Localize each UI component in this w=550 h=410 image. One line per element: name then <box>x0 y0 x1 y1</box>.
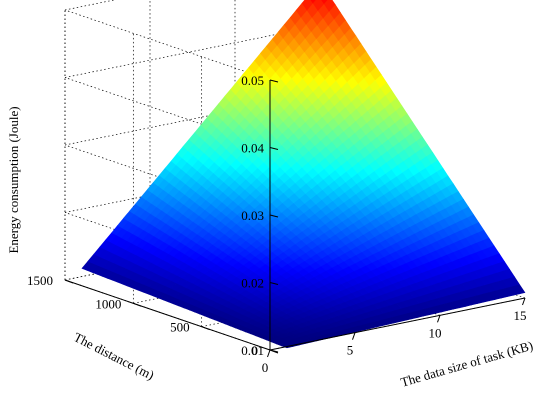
y-tick-mark <box>64 279 74 284</box>
surface-patch <box>513 284 526 295</box>
z-tick-label: 0.03 <box>241 208 264 223</box>
y-tick-label: 1500 <box>27 273 53 288</box>
surface-patch <box>321 0 329 5</box>
z-tick-label: 0.02 <box>241 276 264 291</box>
x-axis-line <box>269 297 526 351</box>
z-tick-label: 0.01 <box>241 343 264 358</box>
x-tick-mark <box>437 315 441 323</box>
y-axis-label: The distance (m) <box>71 329 156 382</box>
z-tick-mark <box>269 147 279 150</box>
y-axis-line <box>64 279 271 351</box>
x-tick-mark <box>352 332 356 340</box>
z-tick-mark <box>269 214 279 218</box>
y-tick-label: 0 <box>252 343 259 358</box>
x-tick-label: 0 <box>262 360 269 375</box>
y-tick-mark <box>201 326 210 331</box>
y-tick-label: 500 <box>170 320 190 335</box>
z-tick-mark <box>269 282 279 285</box>
axes <box>64 79 526 358</box>
x-tick-mark <box>522 297 526 306</box>
x-tick-label: 15 <box>514 308 527 323</box>
x-tick-label: 5 <box>347 343 354 358</box>
x-tick-mark <box>267 349 271 358</box>
z-tick-mark <box>269 79 279 83</box>
y-tick-label: 1000 <box>95 296 121 311</box>
x-tick-label: 10 <box>429 325 442 340</box>
z-tick-label: 0.05 <box>241 73 264 88</box>
y-tick-mark <box>133 302 142 307</box>
grid-line <box>64 0 116 11</box>
energy-surface <box>81 0 526 349</box>
z-axis-label: Energy consumption (Joule) <box>6 106 21 253</box>
z-tick-label: 0.04 <box>241 141 264 156</box>
tick-labels: 0 5 10 15 0 500 1000 1500 0.01 0.02 0.03 0.04 0.05 <box>27 73 527 375</box>
x-axis-label: The data size of task (KB) <box>399 338 535 390</box>
z-tick-mark <box>269 349 279 353</box>
surface-patch <box>310 0 317 4</box>
grid-line <box>64 9 271 81</box>
